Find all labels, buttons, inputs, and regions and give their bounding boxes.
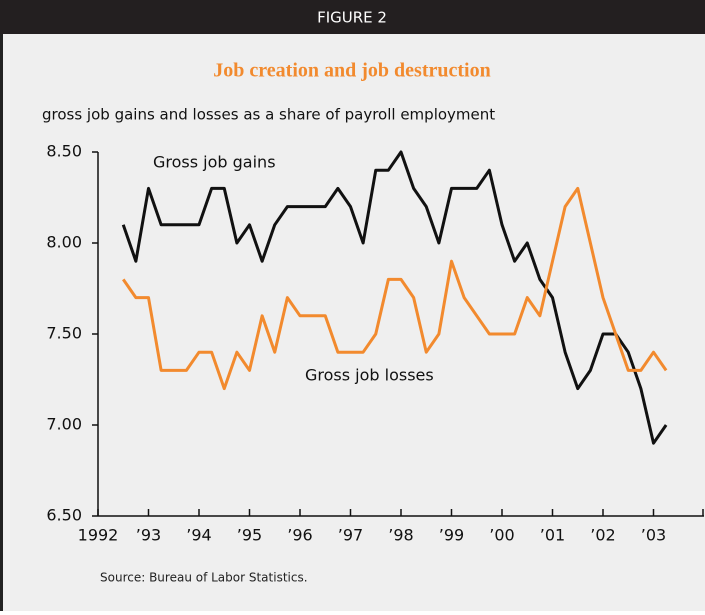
- series-line: [121, 150, 668, 445]
- x-tick-label: ’98: [388, 526, 413, 545]
- x-tick-label: 1992: [78, 526, 119, 545]
- x-tick-label: ’93: [136, 526, 161, 545]
- y-tick-label: 7.00: [46, 415, 82, 434]
- left-border: [0, 0, 3, 611]
- source: Source: Bureau of Labor Statistics.: [100, 571, 308, 585]
- x-tick-label: ’94: [186, 526, 211, 545]
- x-tick-label: ’02: [590, 526, 615, 545]
- y-tick-label: 7.50: [46, 324, 82, 343]
- y-tick-label: 8.00: [46, 233, 82, 252]
- x-tick-label: ’96: [287, 526, 312, 545]
- series-label: Gross job gains: [153, 153, 276, 172]
- x-tick-label: ’95: [237, 526, 262, 545]
- x-tick-label: ’97: [338, 526, 363, 545]
- x-tick-label: ’03: [641, 526, 666, 545]
- series-label: Gross job losses: [305, 366, 434, 385]
- y-tick-label: 8.50: [46, 142, 82, 161]
- chart-title: Job creation and job destruction: [213, 60, 490, 82]
- series-line: [122, 186, 668, 391]
- x-tick-label: ’01: [540, 526, 565, 545]
- y-tick-label: 6.50: [46, 506, 82, 525]
- figure-label: FIGURE 2: [317, 9, 387, 27]
- x-tick-label: ’00: [489, 526, 514, 545]
- x-tick-label: ’99: [439, 526, 464, 545]
- subtitle: gross job gains and losses as a share of…: [42, 106, 495, 124]
- header-bar: [0, 0, 705, 34]
